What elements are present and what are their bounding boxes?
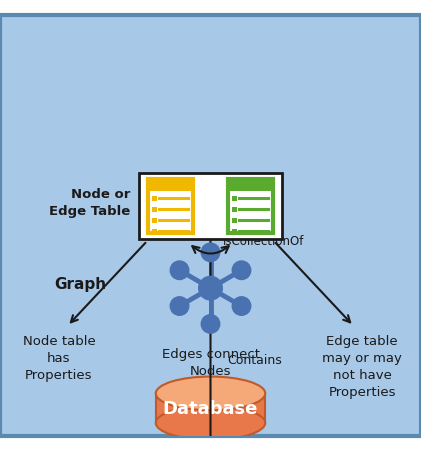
FancyBboxPatch shape xyxy=(152,229,157,234)
Circle shape xyxy=(201,244,220,262)
FancyBboxPatch shape xyxy=(152,207,157,212)
Text: Contains: Contains xyxy=(227,354,282,366)
FancyArrowPatch shape xyxy=(276,243,350,322)
FancyBboxPatch shape xyxy=(232,229,237,234)
Text: Edge table
may or may
not have
Properties: Edge table may or may not have Propertie… xyxy=(322,335,402,399)
FancyBboxPatch shape xyxy=(152,218,157,223)
FancyArrowPatch shape xyxy=(192,247,229,254)
FancyBboxPatch shape xyxy=(228,179,273,191)
Text: Edges connect
Nodes: Edges connect Nodes xyxy=(162,347,259,377)
FancyBboxPatch shape xyxy=(232,218,237,223)
Circle shape xyxy=(170,262,189,280)
FancyArrowPatch shape xyxy=(71,243,145,322)
FancyBboxPatch shape xyxy=(149,179,193,234)
FancyArrowPatch shape xyxy=(207,178,214,299)
FancyBboxPatch shape xyxy=(156,394,265,423)
Circle shape xyxy=(199,277,222,300)
Circle shape xyxy=(170,297,189,316)
FancyBboxPatch shape xyxy=(232,207,237,212)
FancyBboxPatch shape xyxy=(152,196,157,202)
Text: isCollectionOf: isCollectionOf xyxy=(223,235,304,248)
FancyBboxPatch shape xyxy=(0,15,421,436)
Ellipse shape xyxy=(156,377,265,410)
FancyArrowPatch shape xyxy=(207,280,214,437)
Circle shape xyxy=(232,297,251,316)
Text: Database: Database xyxy=(163,399,258,417)
FancyBboxPatch shape xyxy=(139,174,282,239)
FancyBboxPatch shape xyxy=(228,179,273,234)
Circle shape xyxy=(201,315,220,333)
FancyBboxPatch shape xyxy=(232,196,237,202)
FancyBboxPatch shape xyxy=(149,179,193,191)
Circle shape xyxy=(232,262,251,280)
Text: Node table
has
Properties: Node table has Properties xyxy=(23,335,95,382)
Text: Graph: Graph xyxy=(55,277,107,292)
Ellipse shape xyxy=(156,406,265,440)
Text: Node or
Edge Table: Node or Edge Table xyxy=(49,188,131,217)
